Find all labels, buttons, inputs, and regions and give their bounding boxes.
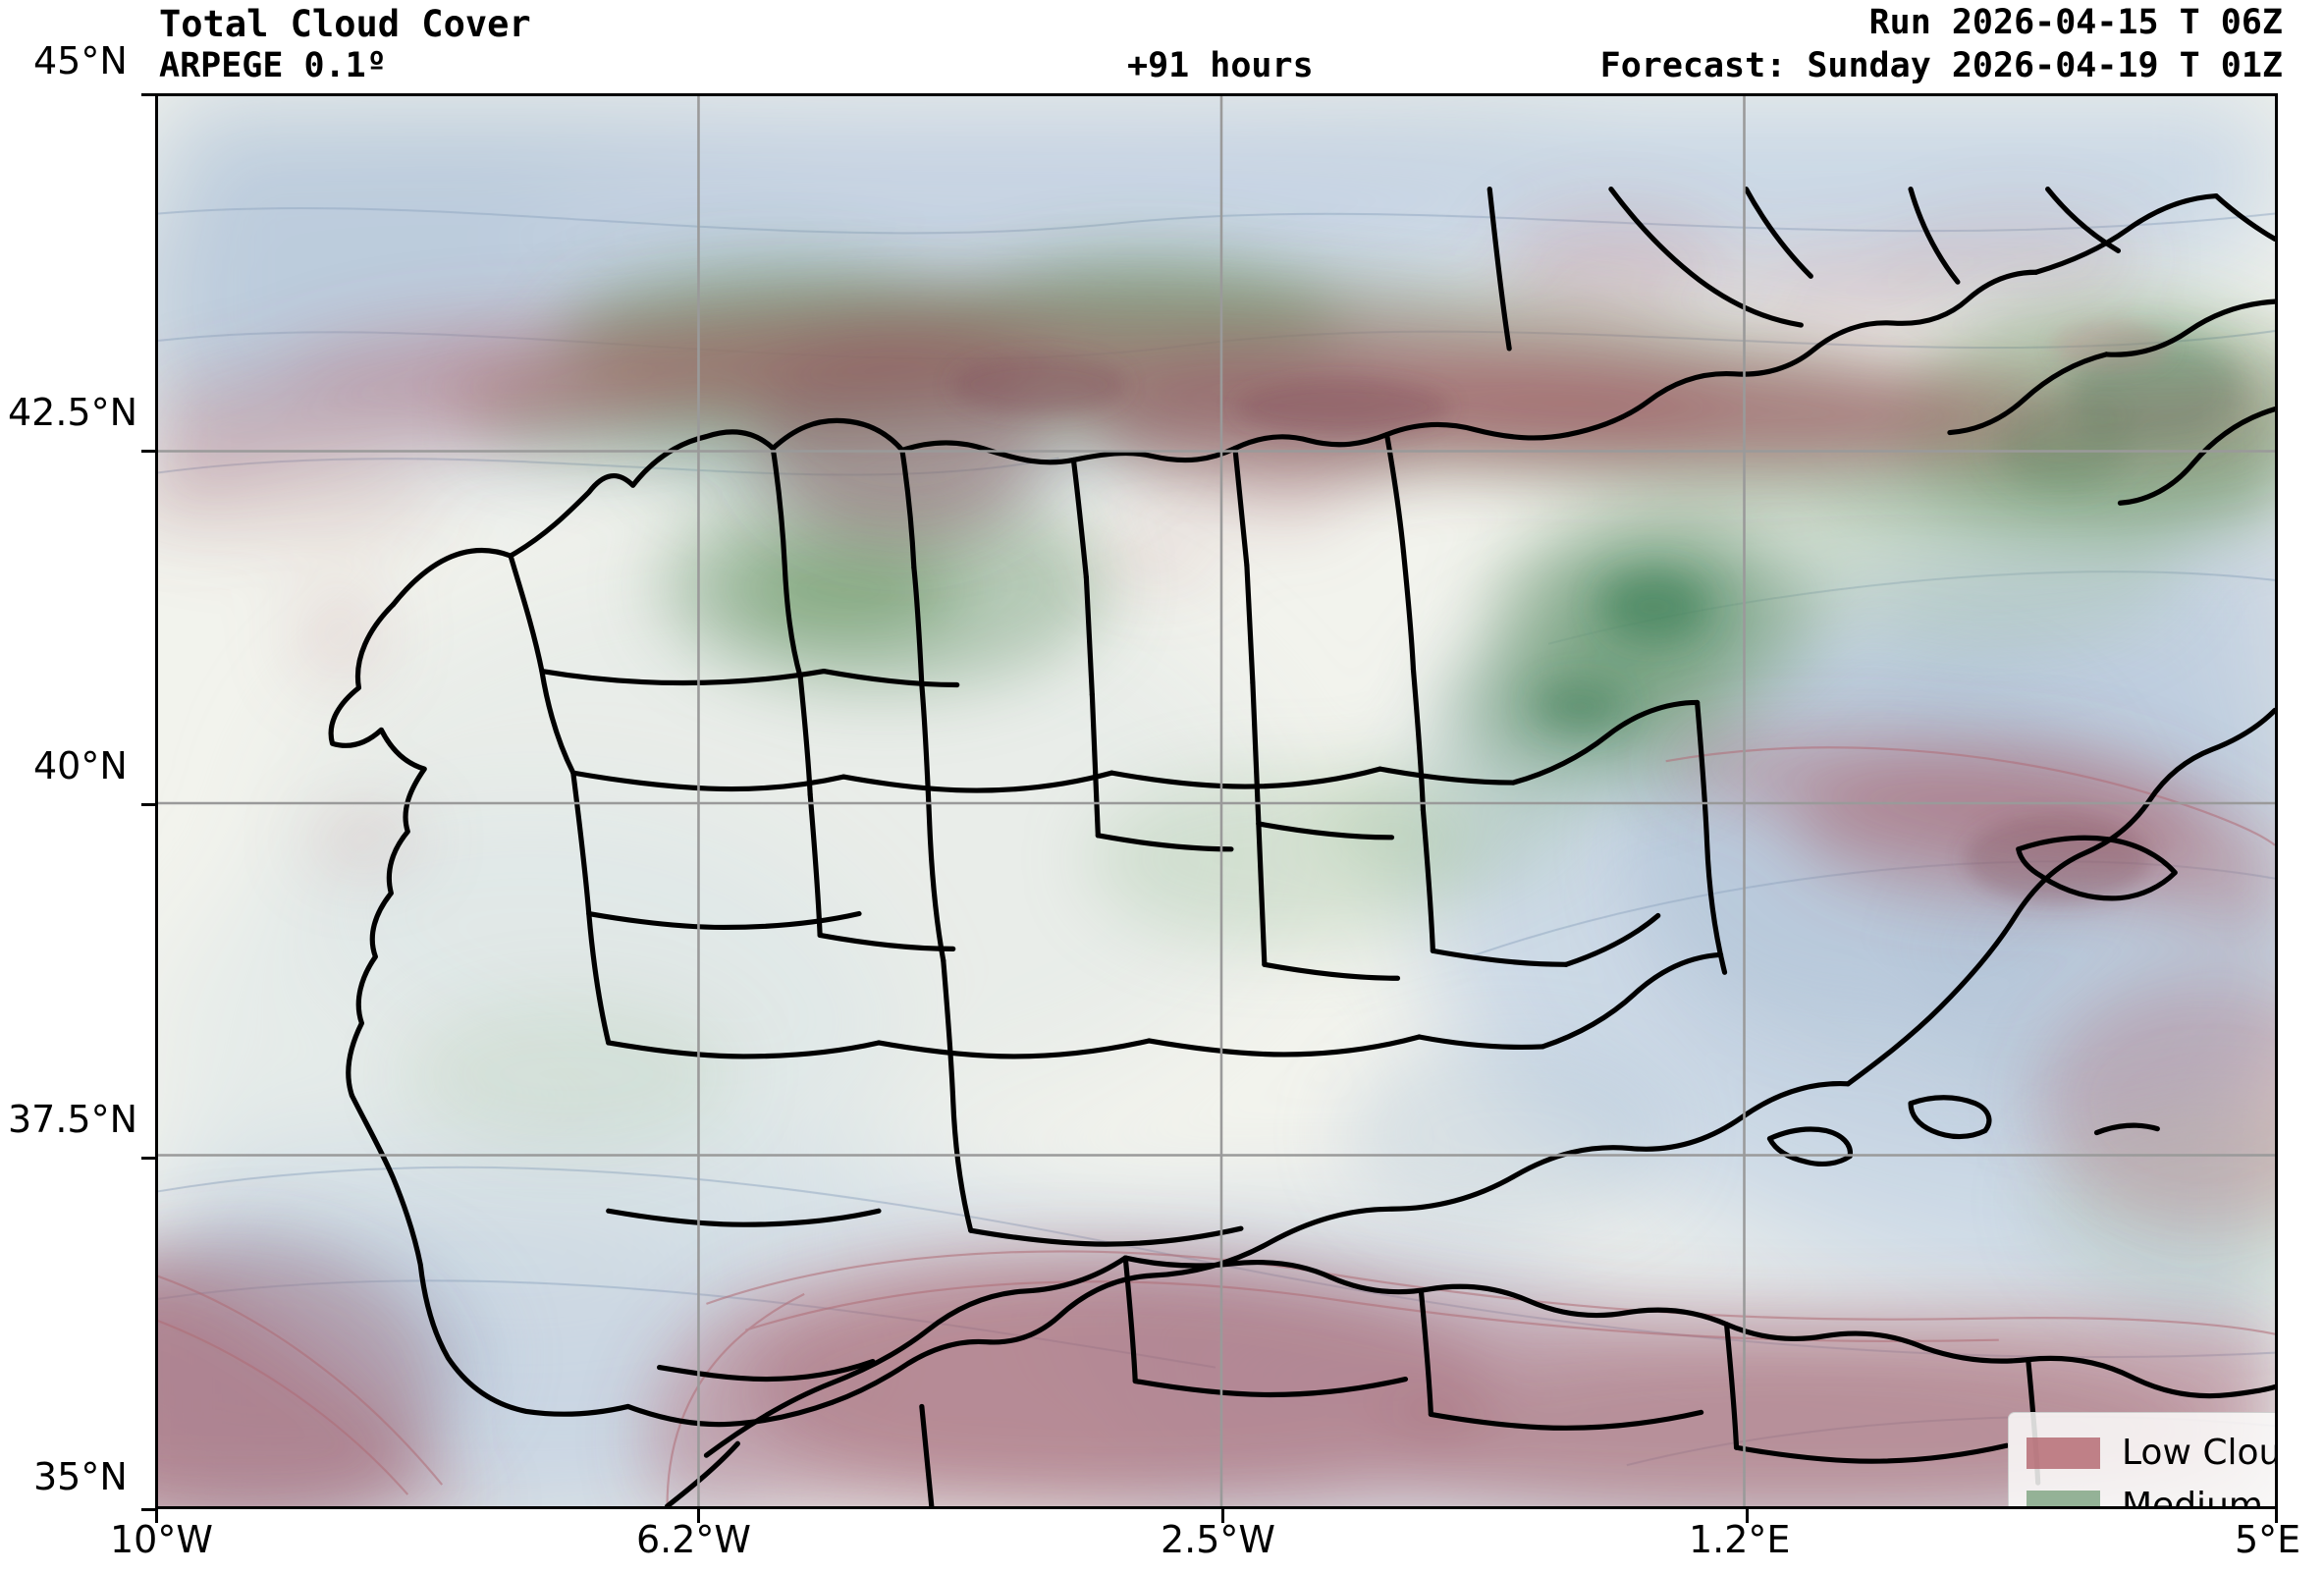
legend-label-medium-clouds: Medium Clouds bbox=[2122, 1486, 2275, 1509]
legend-label-low-clouds: Low Clouds bbox=[2122, 1433, 2275, 1473]
y-tick-mark bbox=[141, 93, 155, 96]
x-tick-mark bbox=[697, 1509, 700, 1523]
y-tick-label-40n: 40°N bbox=[33, 744, 128, 787]
y-tick-label-37-5n: 37.5°N bbox=[8, 1098, 138, 1141]
x-tick-mark bbox=[2275, 1509, 2278, 1523]
x-tick-label-6-2w: 6.2°W bbox=[636, 1518, 752, 1561]
x-tick-label-5e: 5°E bbox=[2235, 1518, 2301, 1561]
model-label: ARPEGE 0.1º bbox=[159, 46, 387, 85]
legend-swatch-medium-clouds bbox=[2027, 1491, 2100, 1506]
run-time-label: Run 2026-04-15 T 06Z bbox=[1868, 3, 2283, 42]
y-tick-mark bbox=[141, 1157, 155, 1160]
y-tick-label-35n: 35°N bbox=[33, 1455, 128, 1498]
y-tick-label-45n: 45°N bbox=[33, 39, 128, 82]
page-title: Total Cloud Cover bbox=[159, 3, 531, 45]
x-tick-mark bbox=[1746, 1509, 1749, 1523]
legend-item-low-clouds: Low Clouds bbox=[2027, 1427, 2275, 1480]
legend-item-medium-clouds: Medium Clouds bbox=[2027, 1480, 2275, 1509]
x-tick-mark bbox=[155, 1509, 158, 1523]
y-tick-mark bbox=[141, 1508, 155, 1511]
y-tick-label-42-5n: 42.5°N bbox=[8, 391, 138, 434]
cloud-cover-raster bbox=[158, 96, 2275, 1506]
x-tick-mark bbox=[1221, 1509, 1224, 1523]
y-tick-mark bbox=[141, 450, 155, 453]
x-tick-label-2-5w: 2.5°W bbox=[1161, 1518, 1276, 1561]
forecast-time-label: Forecast: Sunday 2026-04-19 T 01Z bbox=[1599, 46, 2283, 85]
forecast-hour-label: +91 hours bbox=[1127, 46, 1314, 85]
legend: Low Clouds Medium Clouds High Clouds bbox=[2008, 1412, 2275, 1509]
map-plot-area: Low Clouds Medium Clouds High Clouds bbox=[155, 93, 2278, 1509]
x-tick-label-1-2e: 1.2°E bbox=[1689, 1518, 1791, 1561]
x-tick-label-10w: 10°W bbox=[110, 1518, 213, 1561]
y-tick-mark bbox=[141, 803, 155, 806]
legend-swatch-low-clouds bbox=[2027, 1437, 2100, 1469]
